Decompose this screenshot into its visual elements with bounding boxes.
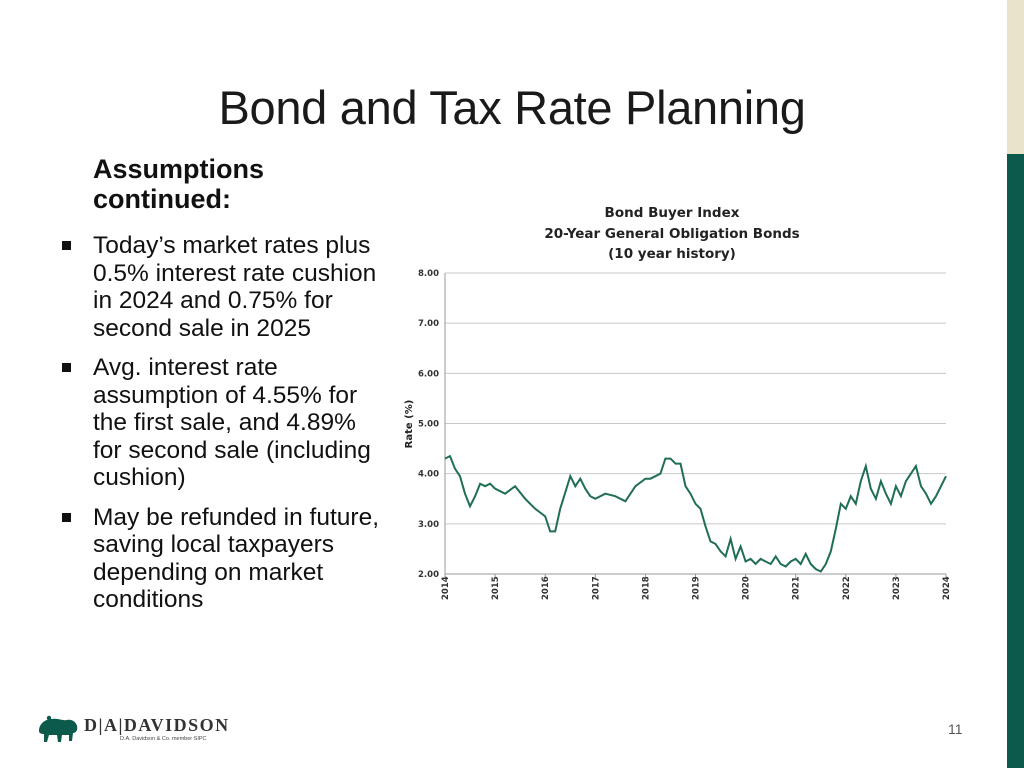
chart-title-line-2: 20-Year General Obligation Bonds	[544, 226, 799, 242]
accent-bar-green	[1007, 154, 1024, 768]
y-tick-label: 4.00	[418, 470, 439, 480]
bullet-item-refund: May be refunded in future, saving local …	[60, 504, 390, 614]
logo-subtitle: D.A. Davidson & Co. member SIPC	[120, 736, 207, 742]
slide-title: Bond and Tax Rate Planning	[218, 81, 806, 134]
bullet-text: Today’s market rates plus 0.5% interest …	[93, 232, 377, 342]
line-chart-svg: Bond Buyer Index 20-Year General Obligat…	[404, 205, 952, 600]
y-axis-label: Rate (%)	[404, 400, 415, 449]
x-tick-label: 2016	[541, 576, 551, 600]
logo-wordmark: D|A|DAVIDSON	[84, 715, 230, 735]
y-tick-label: 6.00	[418, 369, 439, 379]
x-tick-label: 2018	[641, 576, 651, 600]
assumption-list: Today’s market rates plus 0.5% interest …	[60, 232, 390, 626]
assumptions-heading: Assumptions continued:	[93, 154, 265, 214]
bullet-text: Avg. interest rate assumption of 4.55% f…	[93, 354, 371, 491]
x-tick-label: 2023	[892, 576, 902, 600]
bond-index-chart: Bond Buyer Index 20-Year General Obligat…	[400, 198, 960, 608]
y-tick-label: 3.00	[418, 520, 439, 530]
y-tick-label: 2.00	[418, 570, 439, 580]
x-tick-label: 2017	[591, 576, 601, 600]
y-tick-label: 8.00	[418, 269, 439, 279]
y-tick-label: 7.00	[418, 319, 439, 329]
x-tick-label: 2014	[441, 576, 451, 600]
square-bullet-icon	[62, 512, 71, 522]
square-bullet-icon	[62, 363, 71, 372]
x-tick-label: 2024	[942, 576, 952, 600]
y-tick-label: 5.00	[418, 420, 439, 430]
series-line	[444, 454, 947, 573]
bullet-text: May be refunded in future, saving local …	[93, 503, 380, 614]
page-number: 11	[948, 721, 963, 737]
bullet-item-market-rates: Today’s market rates plus 0.5% interest …	[60, 232, 390, 342]
bullet-item-avg-rate: Avg. interest rate assumption of 4.55% f…	[60, 354, 390, 492]
x-tick-label: 2022	[842, 576, 852, 600]
x-tick-label: 2015	[491, 576, 501, 600]
x-tick-label: 2020	[742, 576, 752, 600]
chart-title-line-3: (10 year history)	[608, 246, 736, 262]
x-tick-label: 2021	[792, 576, 802, 600]
davidson-logo: D|A|DAVIDSON D.A. Davidson & Co. member …	[36, 712, 228, 746]
square-bullet-icon	[62, 241, 71, 250]
accent-bar-tan	[1007, 0, 1024, 154]
chart-title-line-1: Bond Buyer Index	[605, 205, 740, 221]
x-tick-label: 2019	[692, 576, 702, 600]
bison-icon	[39, 715, 78, 742]
